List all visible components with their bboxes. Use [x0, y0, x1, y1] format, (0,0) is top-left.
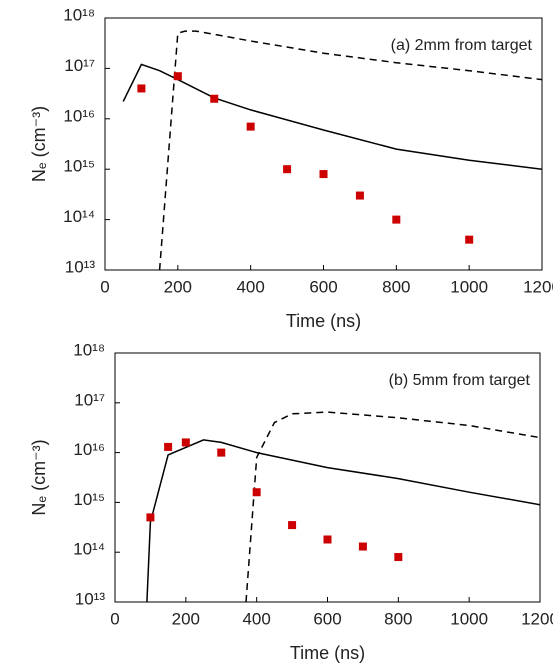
- y-axis-label: Nₑ (cm⁻³): [29, 439, 49, 515]
- marker: [288, 521, 297, 530]
- marker: [252, 488, 261, 497]
- annotation: (b) 5mm from target: [389, 372, 531, 389]
- marker: [246, 122, 255, 131]
- x-tick-label: 200: [172, 609, 200, 628]
- y-tick-label: 10¹⁶: [73, 440, 105, 459]
- plot-frame: [114, 352, 541, 603]
- x-tick-label: 400: [242, 609, 270, 628]
- marker: [181, 438, 190, 447]
- x-tick-label: 1000: [450, 277, 488, 296]
- line: [158, 30, 542, 270]
- marker: [392, 215, 401, 224]
- marker: [319, 170, 328, 179]
- y-tick-label: 10¹⁸: [73, 340, 105, 359]
- x-tick-label: 600: [309, 277, 337, 296]
- marker: [217, 448, 226, 457]
- y-tick-label: 10¹⁴: [63, 207, 95, 226]
- marker: [164, 442, 173, 451]
- y-tick-label: 10¹³: [65, 257, 96, 276]
- y-tick-label: 10¹⁷: [74, 390, 105, 409]
- x-axis-label: Time (ns): [286, 311, 361, 331]
- x-tick-label: 600: [313, 609, 341, 628]
- x-tick-label: 1200: [523, 277, 553, 296]
- marker: [355, 191, 364, 200]
- panel: 0 200 400 600 800 1000 1200 10¹³ 10¹⁴ 10¹⁵ 10¹⁶ 10¹…: [29, 5, 553, 330]
- plot-area: [146, 411, 540, 602]
- marker: [394, 553, 403, 562]
- marker: [465, 235, 474, 244]
- y-tick-label: 10¹⁵: [73, 490, 105, 509]
- plot-area: [122, 30, 542, 270]
- x-tick-label: 800: [384, 609, 412, 628]
- marker: [358, 542, 367, 551]
- marker: [323, 535, 332, 544]
- marker: [283, 165, 292, 174]
- marker: [210, 94, 219, 103]
- annotation: (a) 2mm from target: [391, 37, 533, 54]
- x-tick-label: 0: [100, 277, 109, 296]
- x-tick-label: 0: [110, 609, 119, 628]
- y-tick-label: 10¹⁸: [63, 5, 95, 24]
- y-tick-label: 10¹⁷: [64, 56, 95, 75]
- marker: [137, 84, 146, 93]
- panel: 0 200 400 600 800 1000 1200 10¹³ 10¹⁴ 10¹⁵ 10¹⁶ 10¹…: [29, 340, 553, 662]
- marker: [173, 72, 182, 81]
- line: [146, 439, 540, 602]
- marker: [146, 513, 155, 522]
- x-tick-label: 1200: [521, 609, 553, 628]
- x-tick-label: 400: [236, 277, 264, 296]
- y-tick-label: 10¹⁵: [63, 157, 95, 176]
- plot-frame: [104, 17, 543, 271]
- x-tick-label: 200: [164, 277, 192, 296]
- x-tick-label: 1000: [450, 609, 488, 628]
- y-tick-label: 10¹⁴: [73, 540, 105, 559]
- y-axis-label: Nₑ (cm⁻³): [29, 106, 49, 182]
- x-axis-label: Time (ns): [290, 643, 365, 663]
- line: [122, 63, 542, 170]
- line: [245, 411, 540, 602]
- y-tick-label: 10¹³: [75, 589, 106, 608]
- x-tick-label: 800: [382, 277, 410, 296]
- y-tick-label: 10¹⁶: [63, 106, 95, 125]
